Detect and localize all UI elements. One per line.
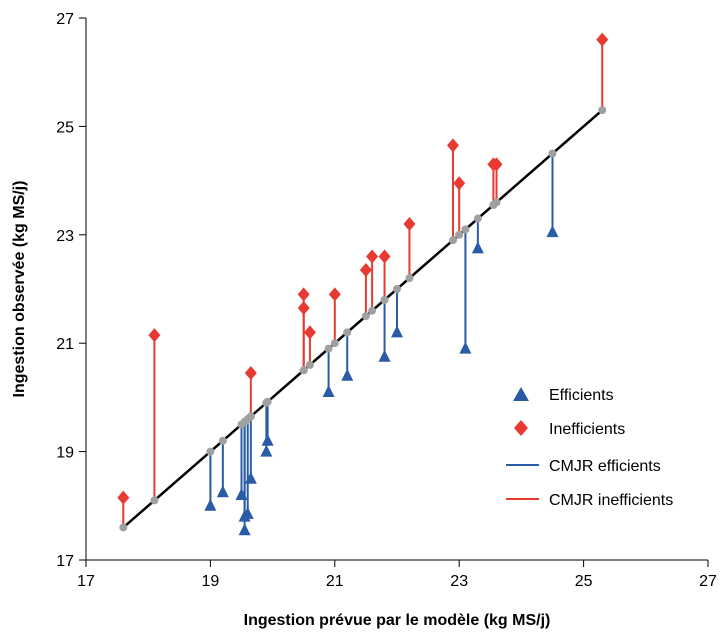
y-tick-label: 19 [56, 445, 74, 462]
y-tick-label: 27 [56, 11, 74, 28]
y-tick-label: 23 [56, 228, 74, 245]
legend: Efficients Inefficients CMJR efficients … [506, 387, 673, 509]
inefficient-marker [244, 366, 257, 381]
predicted-point [361, 312, 370, 321]
inefficient-marker [403, 216, 416, 231]
identity-line [122, 109, 604, 529]
efficient-marker [471, 241, 484, 254]
x-tick-label: 25 [575, 573, 593, 590]
predicted-points [119, 106, 607, 532]
efficient-marker [216, 485, 229, 498]
y-tick-label: 21 [56, 336, 74, 353]
x-tick-label: 23 [450, 573, 468, 590]
inefficient-marker [596, 32, 609, 47]
predicted-point [343, 328, 352, 337]
y-axis-title: Ingestion observée (kg MS/j) [11, 181, 28, 398]
inefficient-marker [117, 490, 130, 505]
inefficient-marker [453, 176, 466, 191]
efficient-marker [244, 471, 257, 484]
legend-efficients-label: Efficients [549, 387, 614, 404]
x-tick-label: 19 [202, 573, 220, 590]
inefficient-marker [366, 249, 379, 264]
predicted-point [218, 436, 227, 445]
predicted-point [455, 230, 464, 239]
predicted-point [305, 360, 314, 369]
residual-lines [122, 39, 604, 531]
predicted-point [263, 397, 272, 406]
inefficient-marker [297, 300, 310, 315]
inefficient-marker [378, 249, 391, 264]
inefficient-marker [148, 328, 161, 343]
efficient-marker [235, 487, 248, 500]
predicted-point [393, 285, 401, 293]
predicted-point [299, 366, 308, 375]
inefficient-marker [328, 287, 341, 302]
efficient-marker [378, 349, 391, 362]
predicted-point [150, 496, 159, 505]
observed-markers [117, 32, 609, 536]
efficient-marker [391, 325, 403, 338]
y-tick-label: 17 [56, 553, 74, 570]
efficient-marker [546, 225, 559, 238]
efficient-marker [322, 384, 335, 397]
axes: 17 19 21 23 25 27 17 19 21 23 25 27 Ingestion prév… [11, 11, 717, 629]
efficient-marker [261, 433, 274, 446]
legend-inefficients-label: Inefficients [549, 421, 625, 438]
inefficient-marker [303, 325, 316, 340]
efficient-marker [204, 498, 217, 511]
x-axis-title: Ingestion prévue par le modèle (kg MS/j) [244, 612, 551, 629]
y-tick-label: 25 [56, 119, 74, 136]
x-ticks: 17 19 21 23 25 27 [77, 560, 717, 590]
legend-efficients-triangle-icon [513, 387, 529, 401]
legend-cmjr-inefficients-label: CMJR inefficients [549, 492, 673, 509]
efficient-marker [260, 444, 273, 457]
predicted-point [330, 339, 339, 348]
predicted-point [246, 412, 255, 421]
predicted-point [368, 306, 377, 315]
legend-inefficients-diamond-icon [514, 420, 528, 436]
identity-line-group [122, 109, 604, 529]
predicted-point [206, 447, 215, 456]
x-tick-label: 27 [699, 573, 717, 590]
x-tick-label: 21 [326, 573, 344, 590]
efficient-marker [241, 506, 254, 519]
efficient-marker [459, 341, 472, 354]
predicted-point [598, 106, 607, 115]
inefficient-marker [446, 138, 459, 153]
predicted-point [324, 344, 333, 353]
inefficient-marker [359, 263, 372, 278]
legend-cmjr-efficients-label: CMJR efficients [549, 458, 661, 475]
efficient-marker [238, 523, 251, 536]
inefficient-marker [490, 157, 503, 172]
efficient-marker [341, 368, 354, 381]
predicted-point [448, 236, 457, 245]
y-ticks: 17 19 21 23 25 27 [56, 11, 86, 570]
predicted-point [461, 225, 470, 234]
predicted-point [473, 214, 482, 223]
predicted-point [119, 523, 128, 532]
x-tick-label: 17 [77, 573, 95, 590]
predicted-point [492, 198, 501, 207]
predicted-point [548, 149, 557, 158]
predicted-point [405, 274, 414, 283]
predicted-point [380, 295, 389, 304]
inefficient-marker [297, 287, 310, 302]
